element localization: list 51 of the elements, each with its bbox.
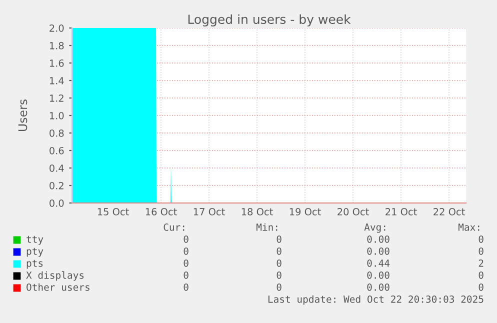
text: 0 [184,271,188,279]
chart-title: Logged in users - by week [188,14,351,26]
x-tick-label: 22 Oct [434,208,465,216]
y-axis-title: Users [18,100,28,132]
legend-label: Other users [26,283,90,291]
y-tick-label: 0.0 [50,199,64,207]
legend-label: X displays [26,271,84,281]
text: Min: [256,223,278,231]
y-tick-label: 1.0 [50,112,64,120]
text: 0 [276,271,282,279]
y-tick-label: 0.8 [50,129,64,137]
text: 0 [478,283,484,291]
y-tick-label: 1.8 [50,42,64,50]
x-tick-label: 17 Oct [194,208,225,216]
text: 0 [184,259,188,267]
text: 0.44 [367,259,390,267]
y-tick-label: 0.4 [50,164,64,172]
text: 0.00 [367,235,390,243]
y-tick-label: 1.6 [50,59,64,67]
x-tick-label: 16 Oct [146,208,177,216]
y-tick-label: 1.2 [50,94,64,102]
x-tick-label: 21 Oct [386,208,417,216]
text: Avg: [364,224,386,233]
text: 0 [478,271,484,279]
y-tick-label: 0.6 [50,146,64,154]
legend-label: pts [26,260,43,269]
x-tick-label: 15 Oct [98,208,129,216]
x-tick-label: 20 Oct [338,208,369,216]
text: 0 [184,235,188,243]
text: 0 [276,235,282,243]
x-tick-label: 19 Oct [290,208,321,216]
text: 0 [184,283,188,291]
text: 0 [276,247,282,255]
legend-label: pty [26,248,44,257]
text: 0.00 [367,247,390,255]
legend-label: tty [26,236,44,245]
y-tick-label: 2.0 [50,24,64,32]
text: Max: [458,224,480,231]
y-tick-label: 0.2 [50,182,64,190]
text: 0.00 [367,271,390,279]
text: 0.00 [367,283,390,291]
text: 0 [478,247,484,255]
y-tick-label: 1.4 [50,77,64,84]
text: 0 [276,283,282,291]
text: Last update: Wed Oct 22 20:30:03 2025 [268,295,484,305]
x-tick-label: 18 Oct [242,208,273,216]
text: 0 [276,259,282,267]
text: Cur: [164,223,184,231]
text: 0 [478,235,484,243]
text: 2 [478,259,484,267]
text: 0 [184,247,188,255]
